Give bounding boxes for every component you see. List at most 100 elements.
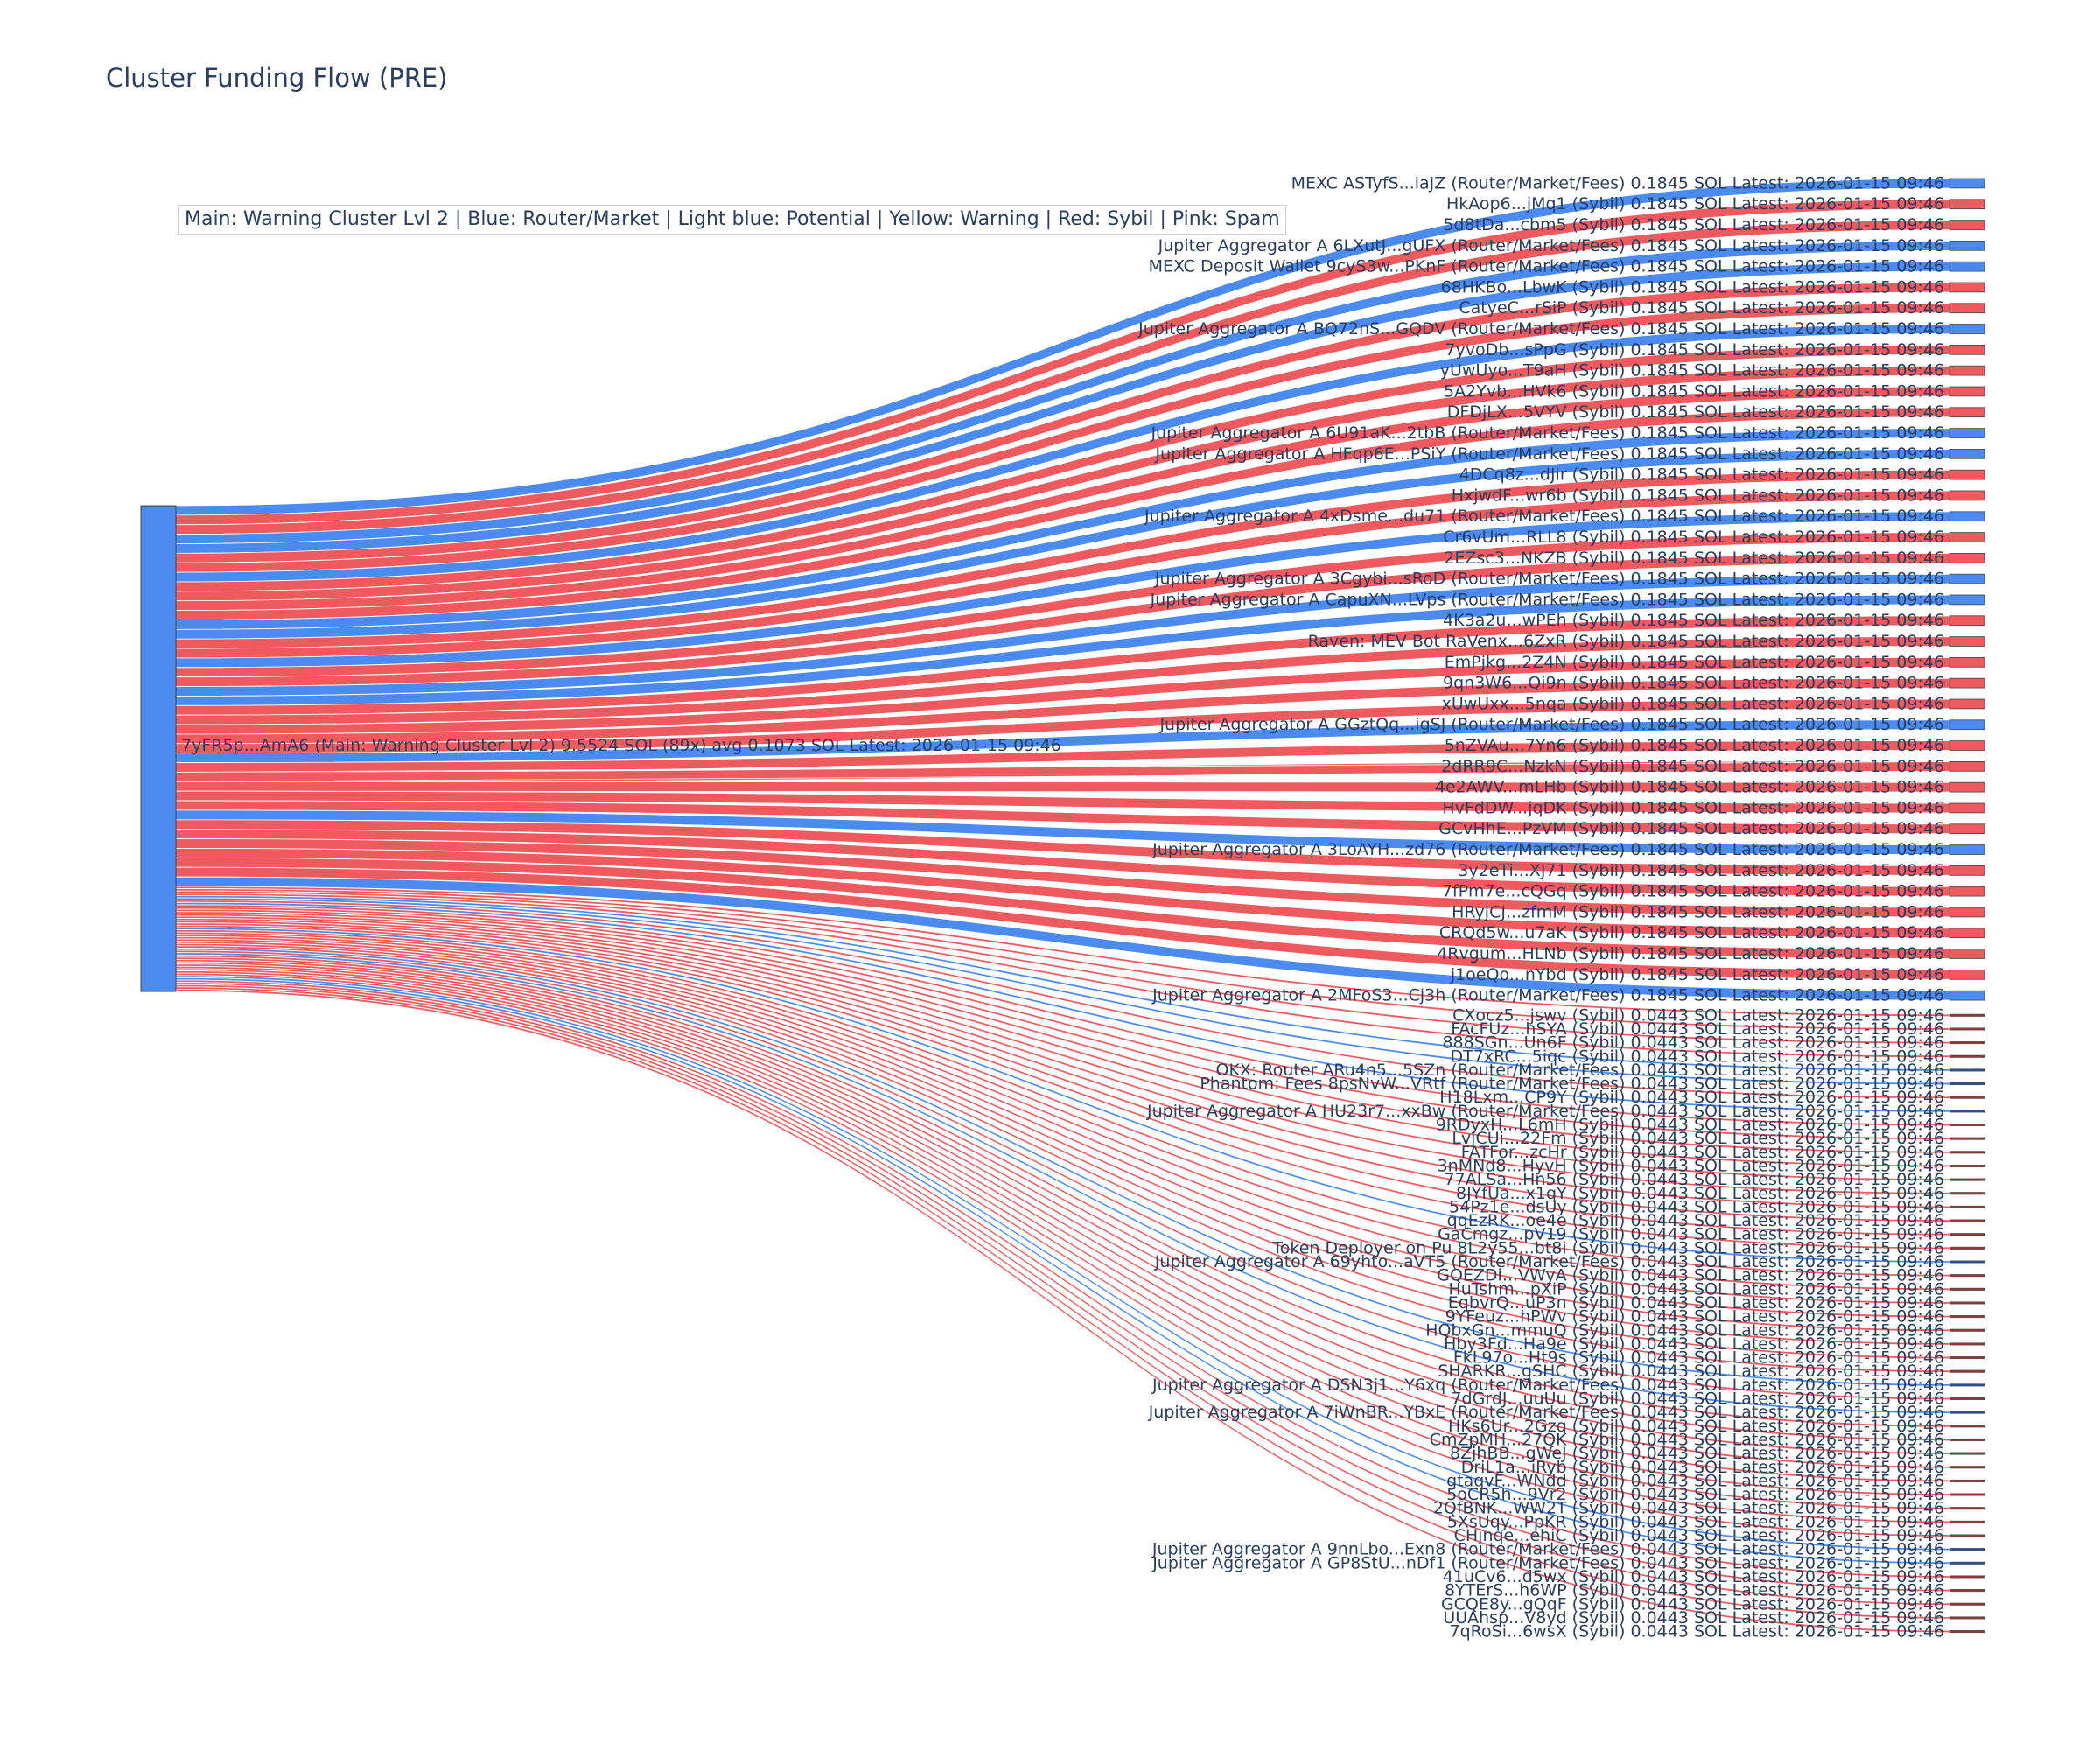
target-node-54[interactable] bbox=[1949, 1192, 1985, 1195]
target-node-55[interactable] bbox=[1949, 1205, 1985, 1208]
target-node-86[interactable] bbox=[1949, 1630, 1985, 1634]
target-node-4[interactable] bbox=[1949, 240, 1985, 251]
target-node-7[interactable] bbox=[1949, 303, 1985, 314]
target-node-6[interactable] bbox=[1949, 282, 1985, 293]
target-node-50[interactable] bbox=[1949, 1137, 1985, 1140]
target-node-35[interactable] bbox=[1949, 886, 1985, 897]
target-node-40[interactable] bbox=[1949, 990, 1985, 1001]
target-node-23[interactable] bbox=[1949, 636, 1985, 647]
target-node-72[interactable] bbox=[1949, 1438, 1985, 1441]
target-node-29[interactable] bbox=[1949, 761, 1985, 772]
target-node-15[interactable] bbox=[1949, 469, 1985, 480]
target-node-30[interactable] bbox=[1949, 781, 1985, 793]
target-node-64[interactable] bbox=[1949, 1328, 1985, 1332]
target-node-57[interactable] bbox=[1949, 1233, 1985, 1236]
target-node-61[interactable] bbox=[1949, 1287, 1985, 1291]
target-label-37: CRQd5w...u7aK (Sybil) 0.1845 SOL Latest:… bbox=[1439, 923, 1944, 942]
target-node-37[interactable] bbox=[1949, 928, 1985, 939]
target-node-85[interactable] bbox=[1949, 1616, 1985, 1620]
target-node-51[interactable] bbox=[1949, 1151, 1985, 1154]
target-node-33[interactable] bbox=[1949, 844, 1985, 855]
target-node-28[interactable] bbox=[1949, 740, 1985, 751]
target-node-12[interactable] bbox=[1949, 407, 1985, 418]
target-node-70[interactable] bbox=[1949, 1410, 1985, 1414]
target-label-7: CatyeC...rSiP (Sybil) 0.1845 SOL Latest:… bbox=[1459, 298, 1944, 318]
target-node-2[interactable] bbox=[1949, 199, 1985, 210]
target-node-32[interactable] bbox=[1949, 823, 1985, 835]
target-node-45[interactable] bbox=[1949, 1068, 1985, 1072]
target-node-44[interactable] bbox=[1949, 1054, 1985, 1058]
target-node-26[interactable] bbox=[1949, 698, 1985, 710]
target-node-8[interactable] bbox=[1949, 324, 1985, 334]
target-node-13[interactable] bbox=[1949, 428, 1985, 438]
source-node[interactable] bbox=[140, 505, 177, 992]
target-node-53[interactable] bbox=[1949, 1178, 1985, 1181]
target-node-22[interactable] bbox=[1949, 615, 1985, 626]
target-node-10[interactable] bbox=[1949, 365, 1985, 376]
target-node-77[interactable] bbox=[1949, 1507, 1985, 1510]
target-label-69: 7dGrdJ...uuUu (Sybil) 0.0443 SOL Latest:… bbox=[1451, 1390, 1944, 1409]
target-node-42[interactable] bbox=[1949, 1027, 1985, 1031]
target-node-74[interactable] bbox=[1949, 1466, 1985, 1469]
target-node-68[interactable] bbox=[1949, 1383, 1985, 1387]
target-node-17[interactable] bbox=[1949, 511, 1985, 522]
target-node-46[interactable] bbox=[1949, 1082, 1985, 1086]
target-node-48[interactable] bbox=[1949, 1110, 1985, 1113]
target-node-38[interactable] bbox=[1949, 948, 1985, 959]
target-node-80[interactable] bbox=[1949, 1548, 1985, 1551]
target-label-33: Jupiter Aggregator A 3LoAYH...zd76 (Rout… bbox=[1152, 840, 1944, 859]
target-node-18[interactable] bbox=[1949, 532, 1985, 542]
target-node-1[interactable] bbox=[1949, 178, 1985, 189]
target-label-60: GQEZDi...VWyA (Sybil) 0.0443 SOL Latest:… bbox=[1437, 1266, 1944, 1285]
target-node-36[interactable] bbox=[1949, 906, 1985, 918]
target-node-43[interactable] bbox=[1949, 1041, 1985, 1045]
target-node-67[interactable] bbox=[1949, 1369, 1985, 1373]
target-node-69[interactable] bbox=[1949, 1396, 1985, 1401]
target-node-47[interactable] bbox=[1949, 1096, 1985, 1099]
target-node-49[interactable] bbox=[1949, 1123, 1985, 1127]
target-node-65[interactable] bbox=[1949, 1342, 1985, 1346]
target-node-5[interactable] bbox=[1949, 261, 1985, 272]
target-node-56[interactable] bbox=[1949, 1219, 1985, 1222]
target-node-59[interactable] bbox=[1949, 1260, 1985, 1264]
target-node-60[interactable] bbox=[1949, 1274, 1985, 1278]
target-label-15: 4DCq8z...dJir (Sybil) 0.1845 SOL Latest:… bbox=[1460, 466, 1944, 485]
target-node-3[interactable] bbox=[1949, 220, 1985, 230]
target-node-84[interactable] bbox=[1949, 1602, 1985, 1606]
target-node-83[interactable] bbox=[1949, 1589, 1985, 1592]
target-label-4: Jupiter Aggregator A 6LXutJ...gUFX (Rout… bbox=[1158, 236, 1944, 256]
target-node-75[interactable] bbox=[1949, 1479, 1985, 1482]
target-node-82[interactable] bbox=[1949, 1575, 1985, 1578]
target-node-58[interactable] bbox=[1949, 1246, 1985, 1250]
target-node-62[interactable] bbox=[1949, 1301, 1985, 1305]
target-node-9[interactable] bbox=[1949, 344, 1985, 355]
target-node-27[interactable] bbox=[1949, 719, 1985, 731]
target-label-30: 4e2AWV...mLHb (Sybil) 0.1845 SOL Latest:… bbox=[1435, 778, 1944, 797]
target-node-14[interactable] bbox=[1949, 449, 1985, 459]
sankey-source-group bbox=[140, 505, 177, 992]
target-node-20[interactable] bbox=[1949, 573, 1985, 584]
target-node-52[interactable] bbox=[1949, 1164, 1985, 1167]
target-label-51: FATFor...zcHr (Sybil) 0.0443 SOL Latest:… bbox=[1461, 1143, 1944, 1162]
target-node-63[interactable] bbox=[1949, 1315, 1985, 1319]
target-node-76[interactable] bbox=[1949, 1493, 1985, 1496]
target-node-78[interactable] bbox=[1949, 1520, 1985, 1523]
target-node-66[interactable] bbox=[1949, 1356, 1985, 1360]
target-node-16[interactable] bbox=[1949, 490, 1985, 501]
target-node-25[interactable] bbox=[1949, 677, 1985, 689]
target-node-11[interactable] bbox=[1949, 386, 1985, 397]
target-node-73[interactable] bbox=[1949, 1452, 1985, 1455]
target-node-79[interactable] bbox=[1949, 1534, 1985, 1537]
target-node-41[interactable] bbox=[1949, 1013, 1985, 1017]
target-node-39[interactable] bbox=[1949, 970, 1985, 980]
target-label-29: 2dRR9C...NzkN (Sybil) 0.1845 SOL Latest:… bbox=[1441, 757, 1944, 776]
target-label-66: FkL97o...Ht9s (Sybil) 0.0443 SOL Latest:… bbox=[1453, 1348, 1944, 1368]
target-node-19[interactable] bbox=[1949, 553, 1985, 564]
target-node-24[interactable] bbox=[1949, 657, 1985, 668]
target-node-31[interactable] bbox=[1949, 802, 1985, 814]
target-node-81[interactable] bbox=[1949, 1561, 1985, 1564]
target-node-71[interactable] bbox=[1949, 1424, 1985, 1428]
target-label-64: HQbxGn...mmuQ (Sybil) 0.0443 SOL Latest:… bbox=[1425, 1320, 1944, 1340]
target-node-21[interactable] bbox=[1949, 594, 1985, 606]
target-node-34[interactable] bbox=[1949, 865, 1985, 876]
